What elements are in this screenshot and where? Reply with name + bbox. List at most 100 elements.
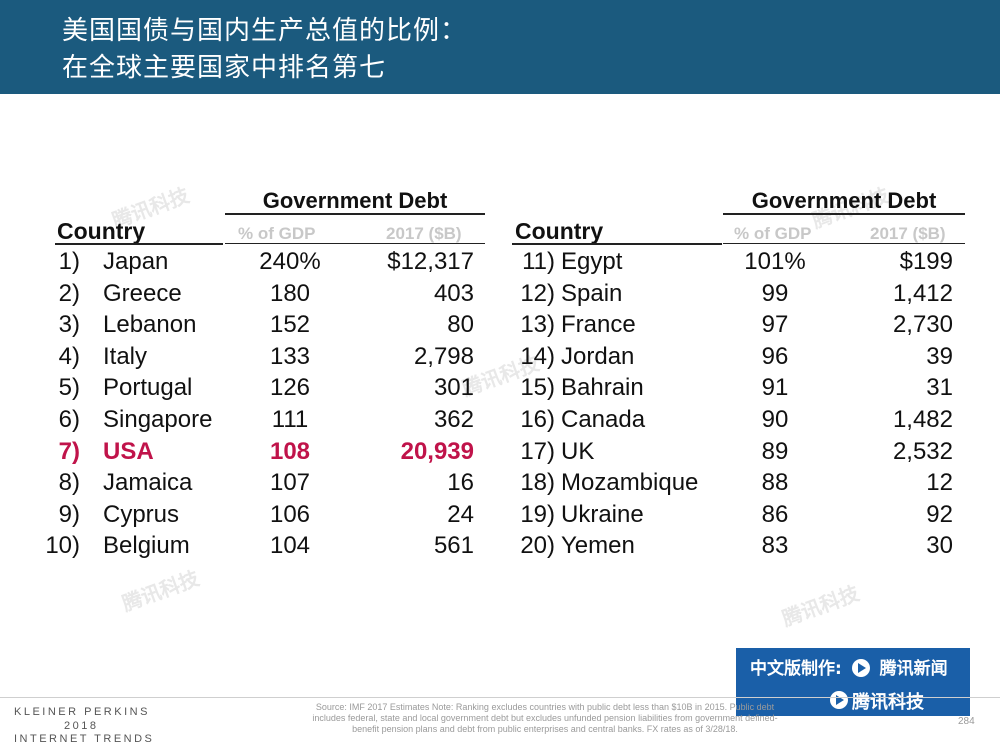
table-row: 5) Portugal 126 301 [0,372,1000,404]
pct-gdp-cell: 126 [269,374,311,402]
rank-cell: 17) [520,437,555,465]
country-cell: Ukraine [561,500,644,528]
source-note: Source: IMF 2017 Estimates Note: Ranking… [312,702,778,734]
debt-cell: 403 [433,279,474,307]
rank-cell: 1) [58,248,80,275]
country-cell: Belgium [103,532,190,560]
badge-label: 中文版制作: 腾讯新闻 [750,654,948,679]
group-header: Government Debt [751,188,937,213]
group-header: Government Debt [262,188,448,213]
debt-cell: 2,798 [413,342,474,370]
pct-gdp-cell: 96 [761,342,789,370]
country-cell: Yemen [561,532,635,560]
debt-cell: 2,730 [892,311,953,339]
subheader-rule [723,243,965,244]
debt-cell: 24 [447,500,474,528]
country-cell: Spain [561,279,623,307]
table-row: 10) Belgium 104 561 [0,530,1000,562]
debt-cell: 92 [926,500,953,528]
debt-cell: $12,317 [387,248,474,275]
table-row: 9) Cyprus 106 24 [0,499,1000,531]
country-cell: Bahrain [561,374,644,402]
tencent-logo-icon [830,691,848,709]
rank-cell: 20) [520,532,555,560]
rank-cell: 2) [58,279,80,307]
table-row: 2) Greece 180 403 [0,278,1000,310]
country-cell: Greece [103,279,182,307]
pct-gdp-cell: 86 [761,500,789,528]
title-bar: 美国国债与国内生产总值的比例： 在全球主要国家中排名第七 [0,0,1000,94]
rank-cell: 19) [520,500,555,528]
table-row: 11) Egypt 101% $199 [0,246,1000,278]
pct-gdp-cell: 180 [269,279,311,307]
country-cell: USA [103,437,154,465]
pct-gdp-cell: 106 [269,500,311,528]
rank-cell: 10) [45,532,80,560]
tencent-logo-icon [851,659,870,677]
debt-cell: 20,939 [400,437,474,465]
table-row: 3) Lebanon 152 80 [0,309,1000,341]
debt-cell: 2,532 [892,437,953,465]
debt-cell: 39 [926,342,953,370]
brand-year: 2018 [64,720,99,732]
table-row: 20) Yemen 83 30 [0,530,1000,562]
rank-cell: 8) [58,469,80,497]
table-row: 8) Jamaica 107 16 [0,467,1000,499]
rank-cell: 7) [58,437,80,465]
producer-badge: 中文版制作: 腾讯新闻 腾讯科技 [736,648,970,716]
pct-gdp-cell: 108 [269,437,311,465]
country-header-rule [512,243,722,245]
country-column-header: Country [57,218,146,244]
debt-column-header: 2017 ($B) [870,224,946,243]
pct-gdp-cell: 133 [269,342,311,370]
table-row: 18) Mozambique 88 12 [0,467,1000,499]
rank-cell: 4) [58,342,80,370]
rank-cell: 18) [520,469,555,497]
table-row: 4) Italy 133 2,798 [0,341,1000,373]
rank-cell: 3) [58,311,80,339]
pct-gdp-column-header: % of GDP [734,224,812,243]
debt-table-right: Government Debt Country % of GDP 2017 ($… [0,184,1000,584]
debt-cell: 16 [447,469,474,497]
debt-cell: 301 [433,374,474,402]
rank-cell: 16) [520,406,555,433]
pct-gdp-cell: 97 [761,311,789,339]
country-cell: Cyprus [103,500,180,528]
rank-cell: 11) [522,248,555,275]
rank-cell: 12) [520,279,555,307]
table-row: 19) Ukraine 86 92 [0,499,1000,531]
country-cell: Lebanon [103,311,197,339]
subheader-rule [225,243,485,244]
pct-gdp-cell: 91 [761,374,789,402]
debt-cell: 1,412 [892,279,953,307]
table-row: 17) UK 89 2,532 [0,436,1000,468]
group-header-rule [225,213,485,215]
rank-cell: 9) [58,500,80,528]
country-header-rule [55,243,223,245]
brand-report: INTERNET TRENDS [14,733,155,745]
debt-cell: 1,482 [892,406,953,433]
pct-gdp-cell: 90 [761,406,789,433]
debt-cell: 561 [433,532,474,560]
group-header-rule [723,213,965,215]
rank-cell: 15) [520,374,555,402]
pct-gdp-cell: 88 [761,469,789,497]
country-cell: Portugal [103,374,193,402]
table-row: 14) Jordan 96 39 [0,341,1000,373]
country-cell: Mozambique [561,469,699,497]
debt-column-header: 2017 ($B) [386,224,462,243]
debt-cell: 80 [447,311,474,339]
title-line-2: 在全球主要国家中排名第七 [62,53,387,83]
pct-gdp-cell: 107 [269,469,311,497]
badge-brand-news: 腾讯新闻 [879,659,948,679]
pct-gdp-cell: 152 [269,311,311,339]
badge-prefix: 中文版制作: [750,659,842,679]
pct-gdp-cell: 104 [269,532,311,560]
pct-gdp-cell: 240% [259,248,321,275]
country-cell: Jordan [561,342,635,370]
table-row: 6) Singapore 111 362 [0,404,1000,436]
rank-cell: 13) [520,311,555,339]
rank-cell: 5) [58,374,80,402]
table-row: 13) France 97 2,730 [0,309,1000,341]
pct-gdp-cell: 99 [761,279,789,307]
